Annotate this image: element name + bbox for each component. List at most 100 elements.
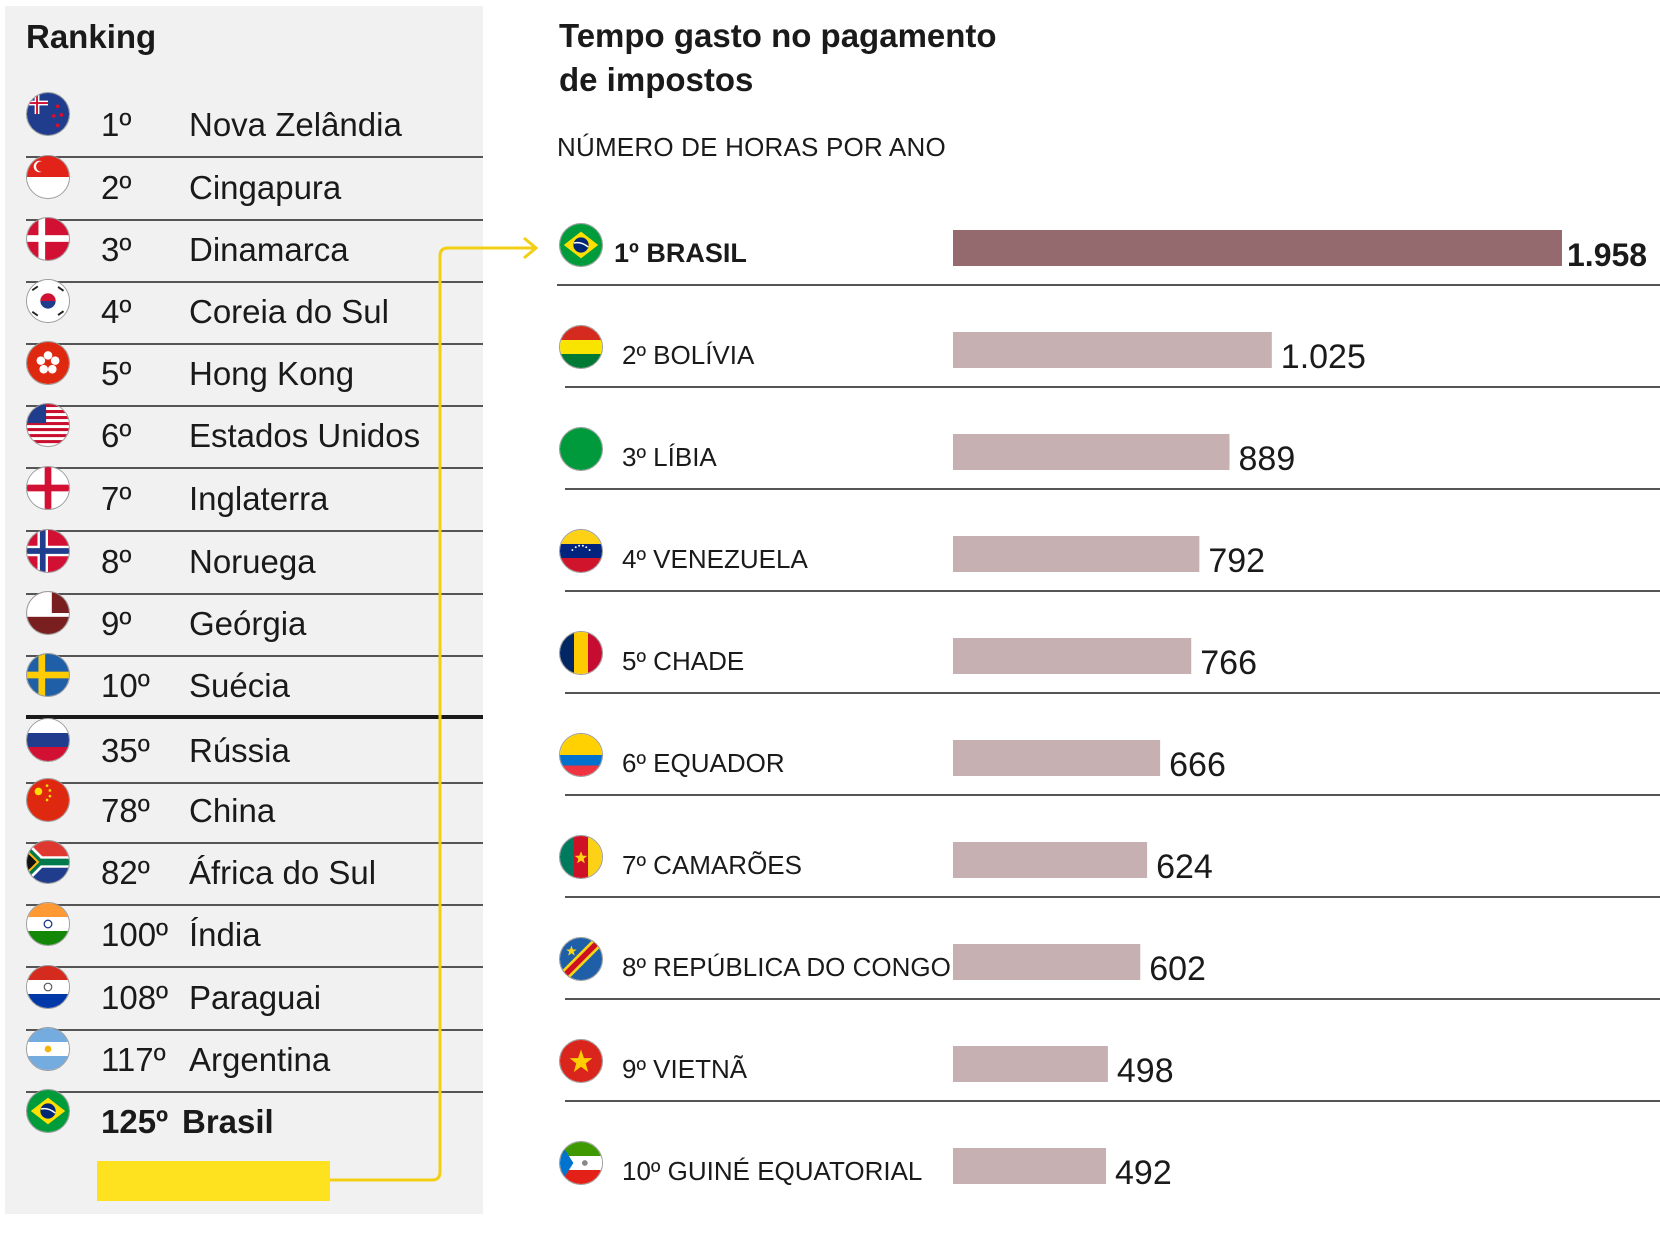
row-divider — [565, 590, 1660, 592]
brazil-flag-icon — [26, 1089, 70, 1133]
ranking-country: Dinamarca — [189, 231, 349, 268]
row-divider — [565, 794, 1660, 796]
usa-flag-icon — [26, 403, 70, 447]
row-divider — [565, 1100, 1660, 1102]
ranking-position: 1º — [101, 106, 132, 143]
ranking-country: Argentina — [189, 1041, 331, 1078]
venezuela-flag-icon — [559, 529, 603, 573]
ranking-row: 35º Rússia — [26, 718, 483, 784]
georgia-flag-icon — [26, 591, 70, 635]
ranking-row: 4º Coreia do Sul — [26, 279, 483, 345]
category-label: 9º VIETNÃ — [622, 1054, 748, 1084]
ranking-country: Cingapura — [189, 169, 342, 206]
value-label: 1.025 — [1281, 338, 1366, 376]
ranking-position: 35º — [101, 732, 150, 769]
ranking-position: 2º — [101, 169, 132, 206]
ranking-panel — [5, 6, 483, 1214]
ranking-country: Inglaterra — [189, 480, 329, 517]
ranking-title: Ranking — [26, 18, 157, 55]
category-label: 2º BOLÍVIA — [622, 340, 755, 370]
ranking-divider — [26, 1029, 483, 1031]
singapore-flag-icon — [26, 155, 70, 199]
value-label: 492 — [1115, 1154, 1172, 1192]
ranking-row: 9º Geórgia — [26, 591, 483, 657]
ranking-divider — [26, 593, 483, 595]
ranking-row: 2º Cingapura — [26, 155, 483, 221]
bar — [953, 638, 1192, 674]
value-label: 1.958 — [1567, 237, 1647, 273]
bar — [953, 1046, 1108, 1082]
bar — [953, 230, 1562, 266]
value-label: 602 — [1149, 950, 1206, 988]
equatorial-guinea-flag-icon — [559, 1141, 603, 1185]
bolivia-flag-icon — [559, 325, 603, 369]
chart-title-line-1: Tempo gasto no pagamento — [559, 17, 997, 54]
ranking-country: Nova Zelândia — [189, 106, 402, 143]
category-label: 8º REPÚBLICA DO CONGO — [622, 952, 951, 982]
ranking-row: 10º Suécia — [26, 653, 483, 719]
ranking-divider — [26, 782, 483, 784]
value-label: 498 — [1117, 1052, 1174, 1090]
congo-flag-icon — [559, 937, 603, 981]
bar — [953, 1148, 1107, 1184]
row-divider — [565, 896, 1660, 898]
ranking-divider — [26, 842, 483, 844]
argentina-flag-icon — [26, 1027, 70, 1071]
vietnam-flag-icon — [559, 1039, 603, 1083]
ranking-row: 6º Estados Unidos — [26, 403, 483, 469]
ranking-row: 82º África do Sul — [26, 840, 483, 906]
south-africa-flag-icon — [26, 840, 70, 884]
ranking-divider — [26, 467, 483, 469]
category-label: 5º CHADE — [622, 646, 744, 676]
ecuador-flag-icon — [559, 733, 603, 777]
category-label: 6º EQUADOR — [622, 748, 785, 778]
india-flag-icon — [26, 902, 70, 946]
ranking-row: 117º Argentina — [26, 1027, 483, 1093]
value-label: 766 — [1200, 644, 1257, 682]
ranking-position: 108º — [101, 979, 169, 1016]
ranking-country: África do Sul — [189, 854, 377, 891]
bar — [953, 842, 1148, 878]
bar — [953, 434, 1230, 470]
ranking-position: 125º — [101, 1103, 169, 1140]
ranking-position: 82º — [101, 854, 150, 891]
bar — [953, 740, 1161, 776]
ranking-divider — [26, 1091, 483, 1093]
value-label: 624 — [1156, 848, 1213, 886]
ranking-country: Rússia — [189, 732, 290, 769]
value-label: 889 — [1239, 440, 1296, 478]
ranking-position: 3º — [101, 231, 132, 268]
ranking-position: 78º — [101, 792, 150, 829]
china-flag-icon — [26, 778, 70, 822]
denmark-flag-icon — [26, 217, 70, 261]
row-divider — [565, 386, 1660, 388]
ranking-divider — [26, 904, 483, 906]
ranking-divider — [26, 156, 483, 158]
england-flag-icon — [26, 466, 70, 510]
ranking-divider — [26, 343, 483, 345]
libya-flag-icon — [559, 427, 603, 471]
ranking-row: 5º Hong Kong — [26, 341, 483, 407]
bar — [953, 944, 1141, 980]
ranking-row: 100º Índia — [26, 902, 483, 968]
row-divider — [565, 692, 1660, 694]
ranking-country: Hong Kong — [189, 355, 355, 392]
category-label: 3º LÍBIA — [622, 442, 717, 472]
ranking-country: Noruega — [189, 543, 316, 580]
south-korea-flag-icon — [26, 279, 70, 323]
hong-kong-flag-icon — [26, 341, 70, 385]
connector-line — [330, 246, 534, 1182]
ranking-divider — [26, 405, 483, 407]
ranking-row: 78º China — [26, 778, 483, 844]
ranking-row: 8º Noruega — [26, 529, 483, 595]
ranking-position: 10º — [101, 667, 150, 704]
ranking-country: Brasil — [182, 1103, 274, 1140]
ranking-divider — [26, 655, 483, 657]
row-divider — [565, 998, 1660, 1000]
chart-title: Tempo gasto no pagamento de impostos — [559, 14, 1119, 102]
ranking-position: 8º — [101, 543, 132, 580]
value-label: 666 — [1169, 746, 1226, 784]
ranking-country: China — [189, 792, 276, 829]
new-zealand-flag-icon — [26, 92, 70, 136]
